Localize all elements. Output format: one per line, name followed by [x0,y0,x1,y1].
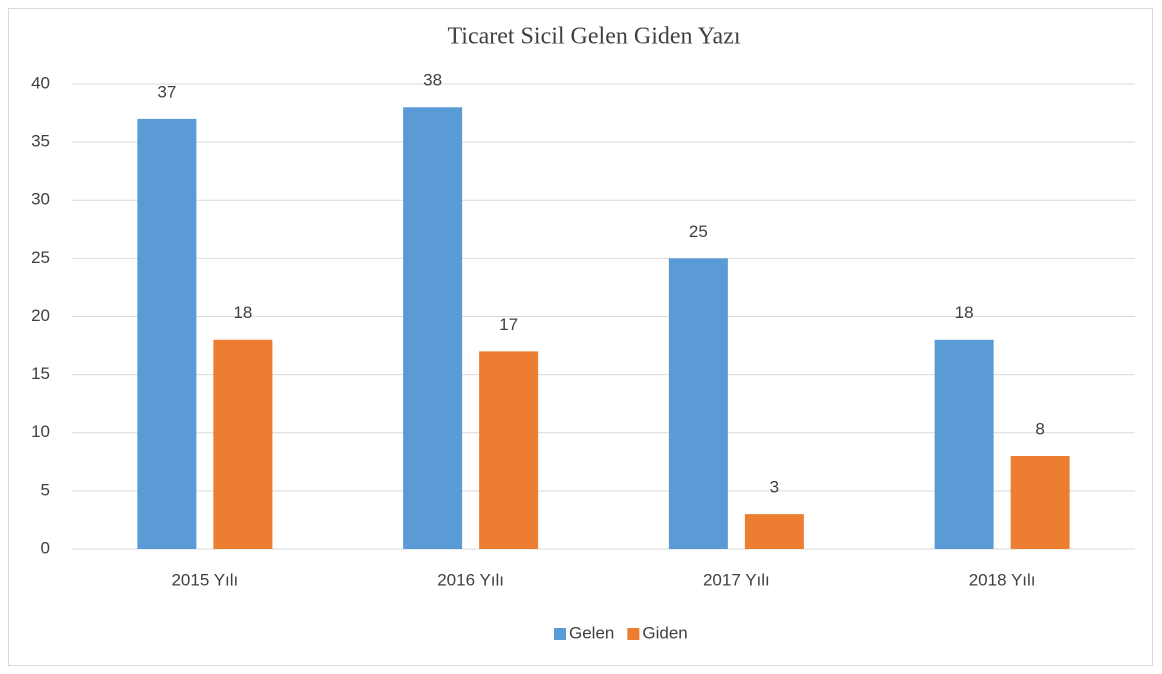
data-label: 25 [689,222,708,241]
y-tick-label: 20 [31,306,50,325]
y-tick-label: 10 [31,422,50,441]
y-tick-label: 25 [31,248,50,267]
y-tick-label: 15 [31,364,50,383]
bar [744,514,804,549]
data-label: 18 [233,303,252,322]
legend-swatch [627,628,640,640]
legend-swatch [554,628,566,640]
y-tick-label: 35 [31,132,50,151]
y-tick-label: 30 [31,190,50,209]
bar [934,339,994,549]
x-tick-label: 2017 Yılı [703,570,770,589]
data-label: 37 [157,82,176,101]
bar [479,351,539,549]
legend-label: Giden [642,623,687,642]
data-label: 3 [770,478,779,497]
y-tick-label: 0 [41,538,50,557]
y-tick-label: 40 [31,73,50,92]
y-tick-label: 5 [41,480,50,499]
x-tick-label: 2016 Yılı [437,570,504,589]
data-label: 17 [499,315,518,334]
bar [137,118,197,549]
bar [403,107,463,549]
x-tick-label: 2015 Yılı [171,570,238,589]
bar [213,339,273,549]
data-label: 18 [955,303,974,322]
bar [1010,456,1070,549]
data-label: 38 [423,71,442,90]
x-tick-label: 2018 Yılı [969,570,1036,589]
legend-label: Gelen [569,623,614,642]
chart-border [8,8,1153,666]
bar [668,258,728,549]
chart-title: Ticaret Sicil Gelen Giden Yazı [447,24,740,50]
data-label: 8 [1035,419,1044,438]
